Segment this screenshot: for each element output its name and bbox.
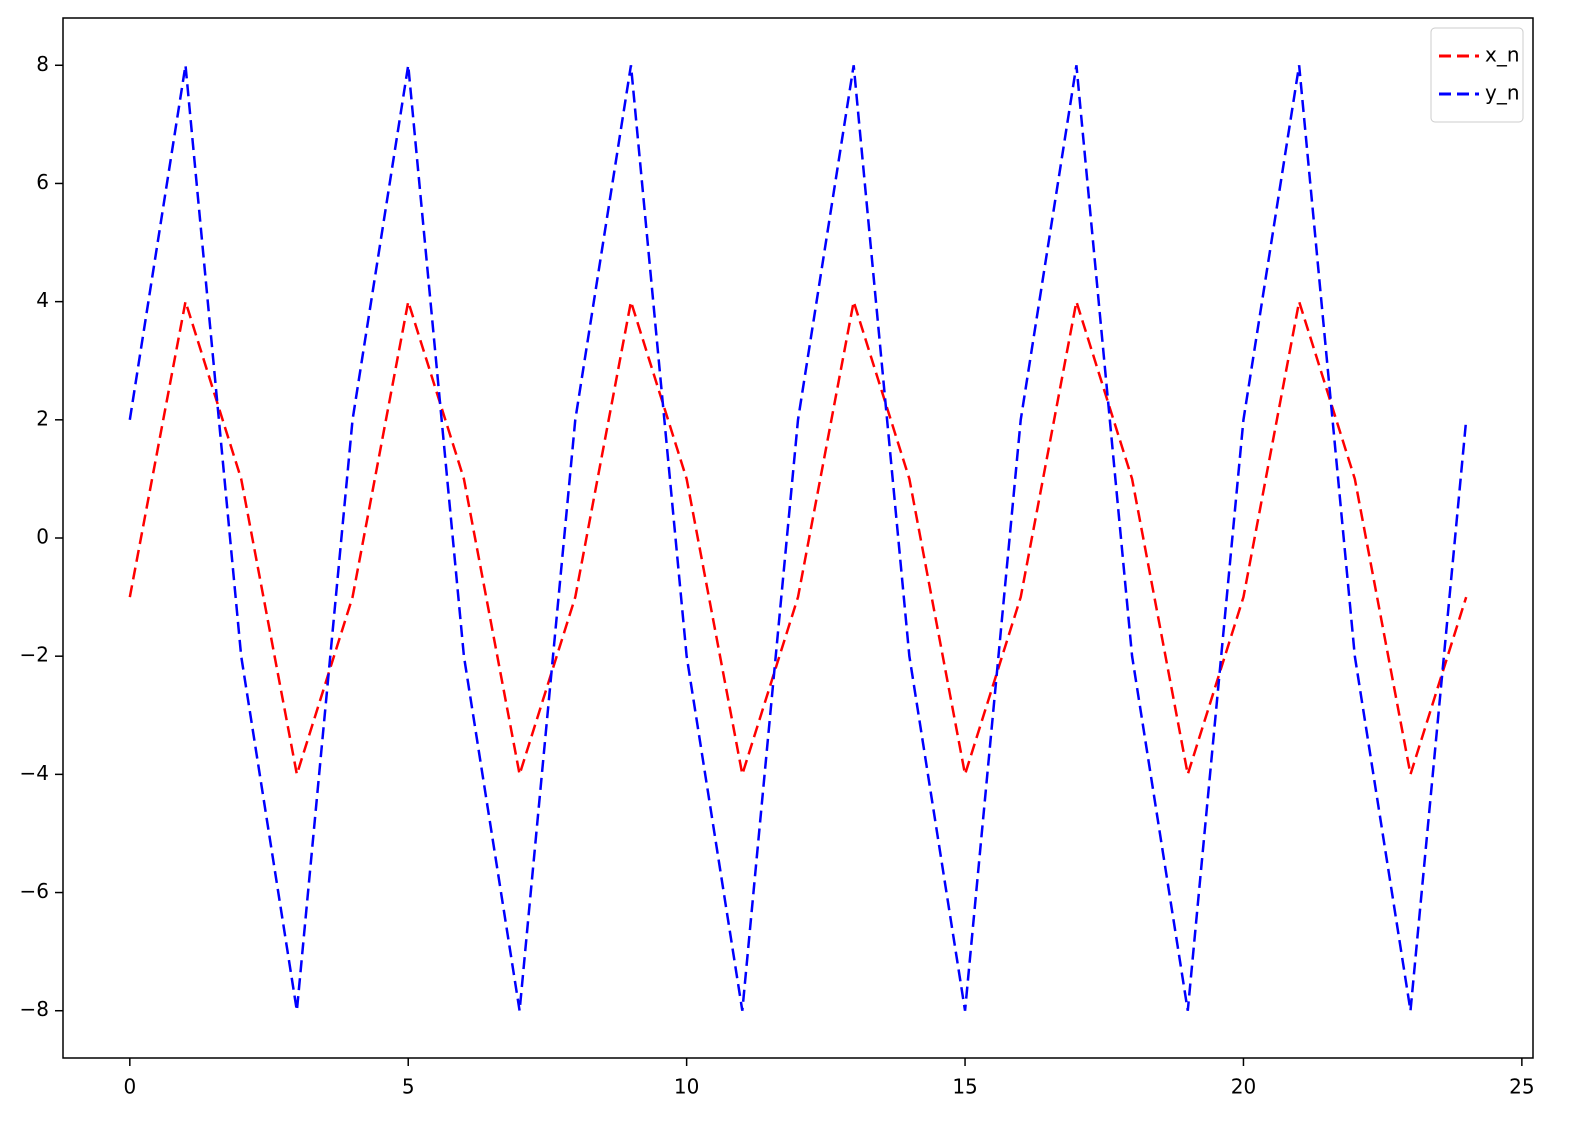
- y-tick-label: −8: [20, 997, 49, 1021]
- legend-label: x_n: [1485, 43, 1520, 67]
- y-tick-label: 4: [36, 288, 49, 312]
- y-tick-label: 0: [36, 525, 49, 549]
- y-tick-label: −4: [20, 761, 49, 785]
- x-tick-label: 25: [1509, 1075, 1534, 1099]
- x-tick-label: 20: [1231, 1075, 1256, 1099]
- y-tick-label: −6: [20, 879, 49, 903]
- series-line: [128, 65, 1468, 1011]
- x-tick-label: 15: [952, 1075, 977, 1099]
- legend-label: y_n: [1485, 81, 1520, 105]
- y-tick-label: 2: [36, 406, 49, 430]
- y-tick-label: 8: [36, 52, 49, 76]
- plot-frame: [62, 17, 1534, 1059]
- x-tick-label: 5: [402, 1075, 415, 1099]
- y-tick-label: −2: [20, 643, 49, 667]
- y-tick-label: 6: [36, 170, 49, 194]
- x-tick-label: 0: [123, 1075, 136, 1099]
- x-tick-label: 10: [674, 1075, 699, 1099]
- legend-box: [1430, 27, 1524, 123]
- series-line: [128, 301, 1468, 775]
